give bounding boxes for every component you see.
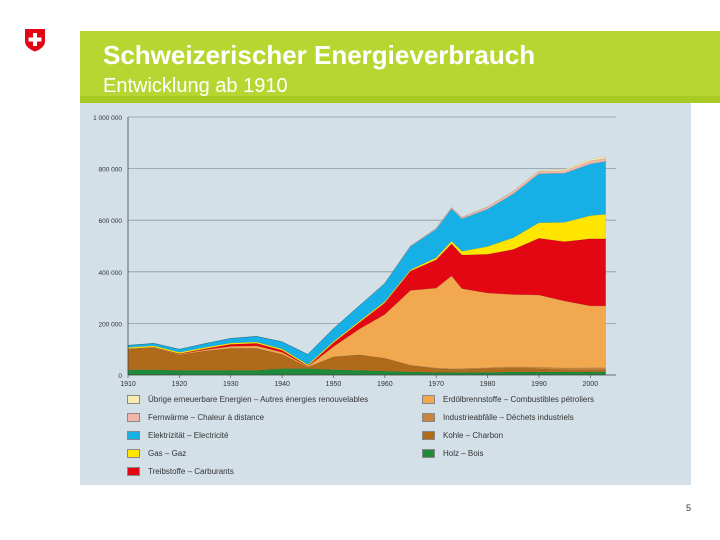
y-tick-label: 600 000 (99, 218, 123, 225)
legend-item: Erdölbrennstoffe – Combustibles pétrolie… (422, 395, 594, 404)
legend-swatch (422, 395, 435, 404)
y-tick-label: 800 000 (99, 167, 123, 174)
legend-label: Gas – Gaz (148, 449, 187, 458)
legend-swatch (422, 449, 435, 458)
legend-swatch (127, 467, 140, 476)
legend-swatch (127, 431, 140, 440)
page-number: 5 (686, 503, 692, 513)
legend-label: Holz – Bois (443, 449, 484, 458)
y-tick-label: 1 000 000 (93, 115, 122, 122)
legend-swatch (422, 413, 435, 422)
legend-item: Übrige erneuerbare Energien – Autres éne… (127, 395, 368, 404)
x-tick-label: 1950 (326, 381, 342, 388)
legend-swatch (127, 413, 140, 422)
legend-label: Erdölbrennstoffe – Combustibles pétrolie… (443, 395, 595, 404)
energy-area-chart: 0 200 000 400 000 600 000 800 000 1 000 000 19… (93, 115, 616, 388)
legend-item: Gas – Gaz (127, 449, 186, 458)
header-banner-strip (80, 96, 720, 103)
chart-legend: Übrige erneuerbare Energien – Autres éne… (127, 395, 617, 487)
area-series (127, 155, 606, 355)
x-tick-label: 1990 (531, 381, 547, 388)
legend-swatch (127, 449, 140, 458)
x-tick-label: 2000 (583, 381, 599, 388)
legend-item: Kohle – Charbon (422, 431, 503, 440)
page-subtitle: Entwicklung ab 1910 (103, 75, 288, 97)
x-tick-label: 1930 (223, 381, 239, 388)
header-banner (80, 31, 720, 98)
legend-label: Übrige erneuerbare Energien – Autres éne… (148, 395, 369, 404)
legend-item: Holz – Bois (422, 449, 483, 458)
y-tick-label: 400 000 (99, 270, 123, 277)
x-tick-label: 1970 (428, 381, 444, 388)
area-series (127, 161, 606, 365)
page-title: Schweizerischer Energieverbrauch (103, 40, 536, 70)
legend-item: Fernwärme – Chaleur à distance (127, 413, 264, 422)
area-series (127, 347, 606, 370)
x-tick-label: 1980 (480, 381, 496, 388)
swiss-cross-logo-icon (25, 29, 45, 52)
legend-item: Treibstoffe – Carburants (127, 467, 234, 476)
legend-label: Treibstoffe – Carburants (148, 467, 234, 476)
legend-swatch (422, 431, 435, 440)
legend-label: Industrieabfälle – Déchets industriels (443, 413, 574, 422)
y-tick-label: 200 000 (99, 321, 123, 328)
legend-swatch (127, 395, 140, 404)
x-tick-label: 1910 (120, 381, 136, 388)
area-series (127, 158, 606, 355)
y-tick-label: 0 (118, 373, 122, 380)
legend-item: Industrieabfälle – Déchets industriels (422, 413, 574, 422)
x-tick-label: 1940 (274, 381, 290, 388)
x-tick-label: 1920 (172, 381, 188, 388)
legend-label: Fernwärme – Chaleur à distance (148, 413, 265, 422)
legend-label: Kohle – Charbon (443, 431, 504, 440)
x-tick-label: 1960 (377, 381, 393, 388)
legend-item: Elektrizität – Electricité (127, 431, 228, 440)
legend-label: Elektrizität – Electricité (148, 431, 229, 440)
